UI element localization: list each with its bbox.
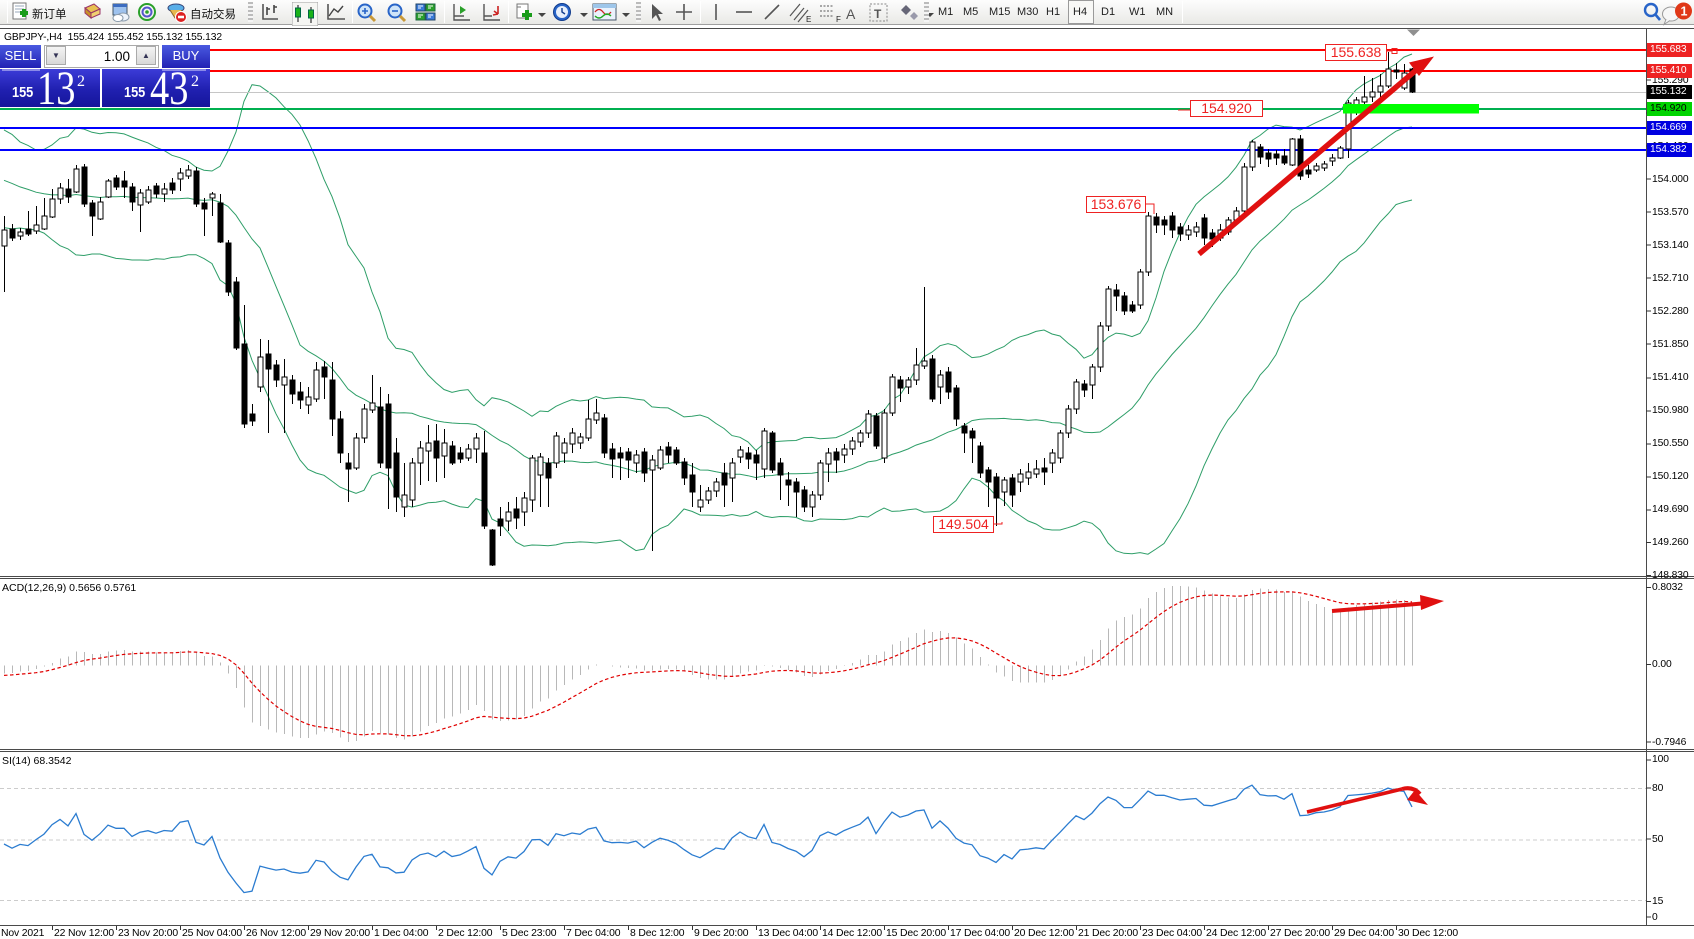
- svg-text:T: T: [874, 7, 882, 21]
- svg-text:F: F: [836, 15, 841, 24]
- svg-text:E: E: [806, 15, 811, 24]
- svg-text:1: 1: [1681, 5, 1688, 19]
